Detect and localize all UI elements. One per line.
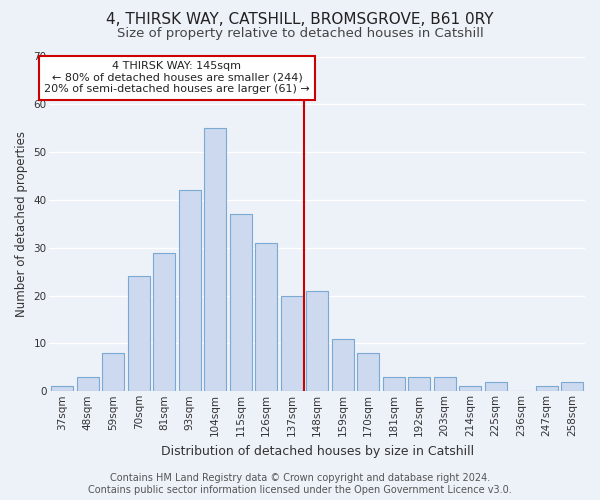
Text: 4 THIRSK WAY: 145sqm
← 80% of detached houses are smaller (244)
20% of semi-deta: 4 THIRSK WAY: 145sqm ← 80% of detached h… [44,62,310,94]
Bar [77,377,98,392]
Bar [434,377,455,392]
Bar [52,386,73,392]
Bar [256,243,277,392]
Text: 4, THIRSK WAY, CATSHILL, BROMSGROVE, B61 0RY: 4, THIRSK WAY, CATSHILL, BROMSGROVE, B61… [106,12,494,28]
Bar [383,377,404,392]
X-axis label: Distribution of detached houses by size in Catshill: Distribution of detached houses by size … [161,444,474,458]
Bar [281,296,302,392]
Bar [179,190,200,392]
Y-axis label: Number of detached properties: Number of detached properties [15,131,28,317]
Bar [562,382,583,392]
Bar [536,386,557,392]
Bar [154,252,175,392]
Bar [307,291,328,392]
Text: Contains HM Land Registry data © Crown copyright and database right 2024.
Contai: Contains HM Land Registry data © Crown c… [88,474,512,495]
Bar [103,353,124,392]
Bar [460,386,481,392]
Text: Size of property relative to detached houses in Catshill: Size of property relative to detached ho… [116,28,484,40]
Bar [128,276,149,392]
Bar [205,128,226,392]
Bar [332,338,353,392]
Bar [409,377,430,392]
Bar [358,353,379,392]
Bar [230,214,251,392]
Bar [485,382,506,392]
